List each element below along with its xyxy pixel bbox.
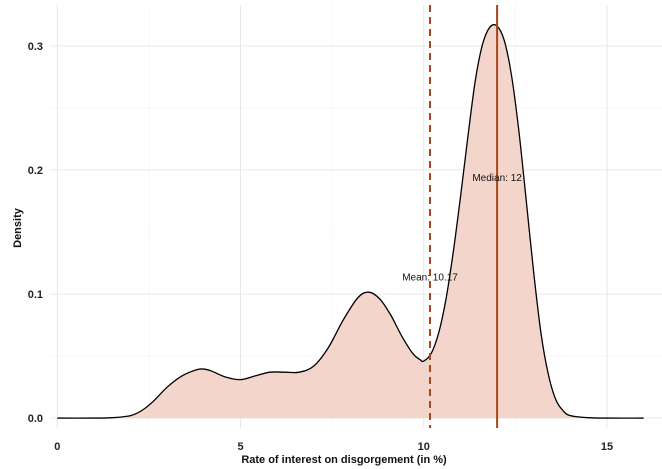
density-curve xyxy=(57,24,644,419)
x-tick-label: 15 xyxy=(601,441,613,453)
x-tick-label: 0 xyxy=(54,441,60,453)
x-axis-ticks: 0 5 10 15 xyxy=(54,441,613,453)
x-tick-label: 10 xyxy=(418,441,430,453)
x-tick-label: 5 xyxy=(238,441,244,453)
y-tick-label: 0.1 xyxy=(28,289,43,301)
density-area xyxy=(57,24,644,419)
y-axis-ticks: 0.0 0.1 0.2 0.3 xyxy=(28,41,43,425)
mean-annotation: Mean: 10.17 xyxy=(402,272,458,283)
y-axis-title: Density xyxy=(12,207,24,248)
y-tick-label: 0.3 xyxy=(28,41,43,53)
y-tick-label: 0.2 xyxy=(28,165,43,177)
y-tick-label: 0.0 xyxy=(28,413,43,425)
median-annotation: Median: 12 xyxy=(472,173,522,184)
x-axis-title: Rate of interest on disgorgement (in %) xyxy=(241,454,447,466)
